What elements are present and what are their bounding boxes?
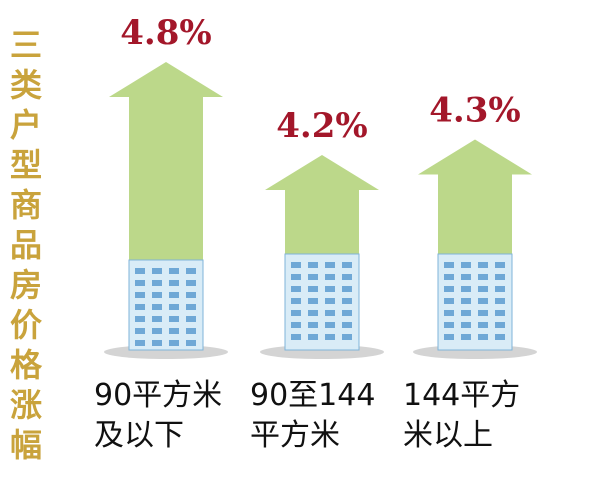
window xyxy=(169,340,179,346)
window xyxy=(461,322,471,328)
window xyxy=(135,316,145,322)
window xyxy=(169,280,179,286)
window xyxy=(325,286,335,292)
window xyxy=(461,286,471,292)
window xyxy=(186,304,196,310)
window xyxy=(135,340,145,346)
window xyxy=(325,334,335,340)
window xyxy=(152,292,162,298)
window xyxy=(444,286,454,292)
window xyxy=(186,292,196,298)
window xyxy=(186,340,196,346)
window xyxy=(478,274,488,280)
window xyxy=(152,328,162,334)
window xyxy=(308,334,318,340)
window xyxy=(478,310,488,316)
window xyxy=(291,286,301,292)
window xyxy=(342,274,352,280)
window xyxy=(444,334,454,340)
window xyxy=(478,262,488,268)
window xyxy=(308,262,318,268)
window xyxy=(169,328,179,334)
category-label: 90至144 平方米 xyxy=(250,378,376,453)
window xyxy=(152,268,162,274)
window xyxy=(478,322,488,328)
window xyxy=(325,298,335,304)
window xyxy=(325,310,335,316)
window xyxy=(169,268,179,274)
window xyxy=(135,304,145,310)
window xyxy=(444,262,454,268)
window xyxy=(152,340,162,346)
window xyxy=(169,292,179,298)
window xyxy=(308,274,318,280)
window xyxy=(342,262,352,268)
window xyxy=(495,310,505,316)
value-label: 4.2% xyxy=(276,106,367,146)
window xyxy=(169,304,179,310)
window xyxy=(169,316,179,322)
window xyxy=(291,262,301,268)
window xyxy=(325,274,335,280)
window xyxy=(495,322,505,328)
window xyxy=(135,328,145,334)
window xyxy=(342,322,352,328)
chart-title: 三类户型商品房价格涨幅 xyxy=(5,28,43,468)
window xyxy=(495,334,505,340)
window xyxy=(495,286,505,292)
window xyxy=(495,262,505,268)
category-label: 90平方米 及以下 xyxy=(94,378,223,453)
window xyxy=(342,298,352,304)
window xyxy=(291,334,301,340)
value-label: 4.8% xyxy=(120,13,211,53)
window xyxy=(186,280,196,286)
window xyxy=(461,310,471,316)
window xyxy=(152,280,162,286)
window xyxy=(342,334,352,340)
window xyxy=(478,298,488,304)
window xyxy=(495,274,505,280)
window xyxy=(444,274,454,280)
window xyxy=(478,286,488,292)
category-label: 144平方 米以上 xyxy=(403,378,521,453)
window xyxy=(291,298,301,304)
window xyxy=(186,316,196,322)
window xyxy=(461,298,471,304)
window xyxy=(444,322,454,328)
window xyxy=(308,298,318,304)
window xyxy=(461,334,471,340)
window xyxy=(186,328,196,334)
window xyxy=(152,316,162,322)
window xyxy=(308,286,318,292)
window xyxy=(495,298,505,304)
window xyxy=(342,286,352,292)
window xyxy=(291,310,301,316)
value-label: 4.3% xyxy=(429,91,520,131)
window xyxy=(186,268,196,274)
window xyxy=(308,322,318,328)
window xyxy=(444,310,454,316)
window xyxy=(461,262,471,268)
window xyxy=(291,274,301,280)
window xyxy=(342,310,352,316)
window xyxy=(152,304,162,310)
window xyxy=(135,268,145,274)
window xyxy=(478,334,488,340)
window xyxy=(444,298,454,304)
window xyxy=(135,280,145,286)
window xyxy=(308,310,318,316)
window xyxy=(325,262,335,268)
window xyxy=(135,292,145,298)
window xyxy=(291,322,301,328)
window xyxy=(461,274,471,280)
window xyxy=(325,322,335,328)
